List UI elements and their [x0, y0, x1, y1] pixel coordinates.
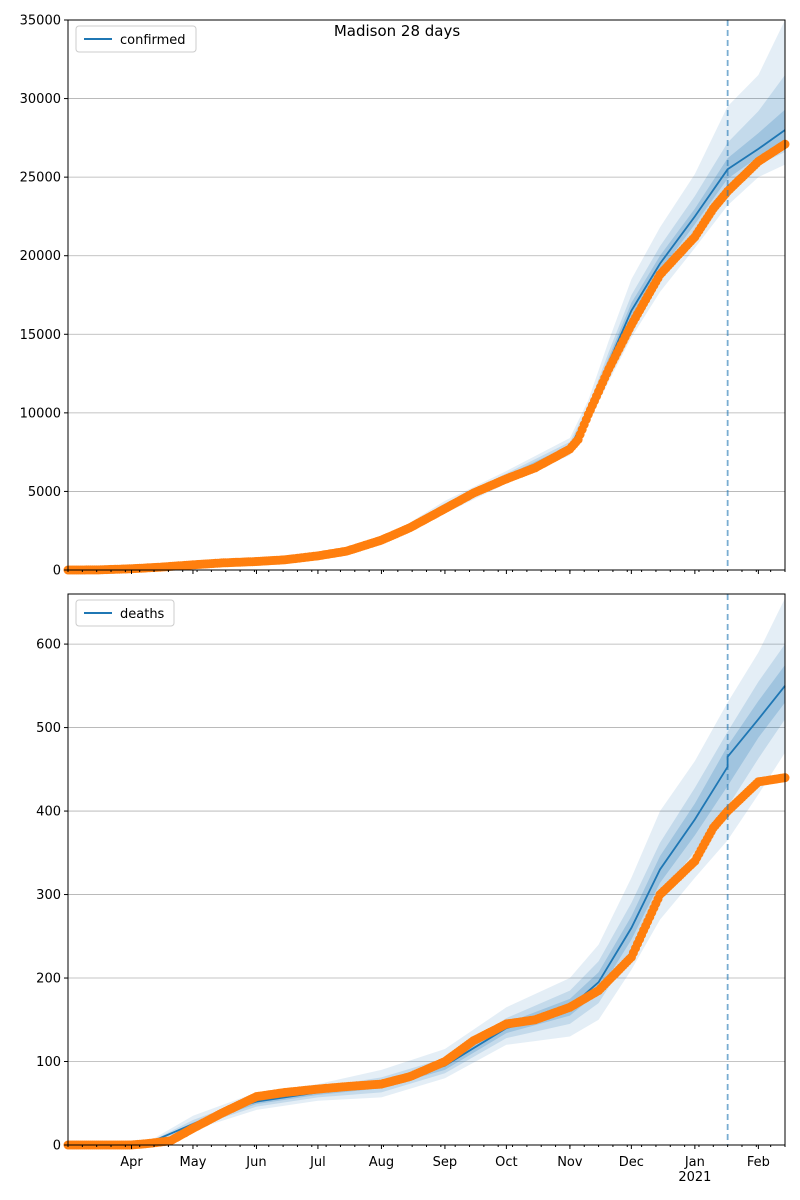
y-tick-label: 20000: [20, 249, 61, 264]
y-axis-ticks: 0 5000 10000 15000 20000 25000 30000 35000: [20, 14, 68, 579]
legend-label: deaths: [120, 607, 165, 622]
y-tick-label: 35000: [20, 14, 61, 29]
y-tick-label: 10000: [20, 406, 61, 421]
y-tick-label: 15000: [20, 328, 61, 343]
x-tick-label: Oct: [495, 1155, 517, 1170]
model-line-confirmed: [67, 129, 786, 571]
y-tick-label: 200: [36, 972, 61, 987]
chart-panel-deaths: 0 100 200 300 400 500 600 Apr May Jun Jul Aug Sep Oc…: [36, 593, 790, 1185]
x-tick-label: Dec: [619, 1155, 644, 1170]
x-tick-label: Jan: [684, 1155, 705, 1170]
x-tick-label: Jun: [245, 1155, 266, 1170]
x-tick-label: Feb: [747, 1155, 770, 1170]
y-tick-label: 25000: [20, 171, 61, 186]
x-tick-label: Nov: [557, 1155, 583, 1170]
y-tick-label: 100: [36, 1055, 61, 1070]
legend-label: confirmed: [120, 33, 186, 48]
legend-box: [75, 599, 175, 627]
x-tick-label: Aug: [369, 1155, 394, 1170]
x-axis-ticks: Apr May Jun Jul Aug Sep Oct Nov Dec Jan Feb 2021: [67, 1145, 786, 1185]
confidence-bands: [381, 20, 785, 544]
confidence-band: [149, 644, 785, 1144]
legend: deaths: [75, 599, 175, 627]
y-tick-label: 0: [53, 564, 61, 579]
y-tick-label: 0: [53, 1139, 61, 1154]
x-tick-label: Sep: [433, 1155, 458, 1170]
confidence-band: [149, 598, 785, 1144]
confidence-band: [149, 665, 785, 1143]
observed-points-deaths: [63, 773, 790, 1150]
x-tick-label: Apr: [120, 1155, 143, 1170]
y-tick-label: 600: [36, 638, 61, 653]
observed-points-confirmed: [63, 139, 790, 575]
x-year-label: 2021: [678, 1170, 711, 1185]
x-tick-label: Jul: [309, 1155, 326, 1170]
plot-frame: [67, 19, 786, 571]
y-tick-label: 5000: [28, 485, 61, 500]
x-tick-label: May: [180, 1155, 207, 1170]
y-tick-label: 400: [36, 805, 61, 820]
y-tick-label: 30000: [20, 92, 61, 107]
x-axis-ticks: [67, 570, 786, 574]
legend: confirmed: [75, 25, 197, 53]
chart-panel-confirmed: 0 5000 10000 15000 20000 25000 30000 35000 conf…: [20, 14, 790, 579]
legend-box: [75, 25, 197, 53]
y-axis-ticks: 0 100 200 300 400 500 600: [36, 638, 68, 1154]
y-tick-label: 500: [36, 721, 61, 736]
confidence-band: [381, 109, 785, 542]
figure-title: Madison 28 days: [334, 22, 461, 40]
y-tick-label: 300: [36, 888, 61, 903]
